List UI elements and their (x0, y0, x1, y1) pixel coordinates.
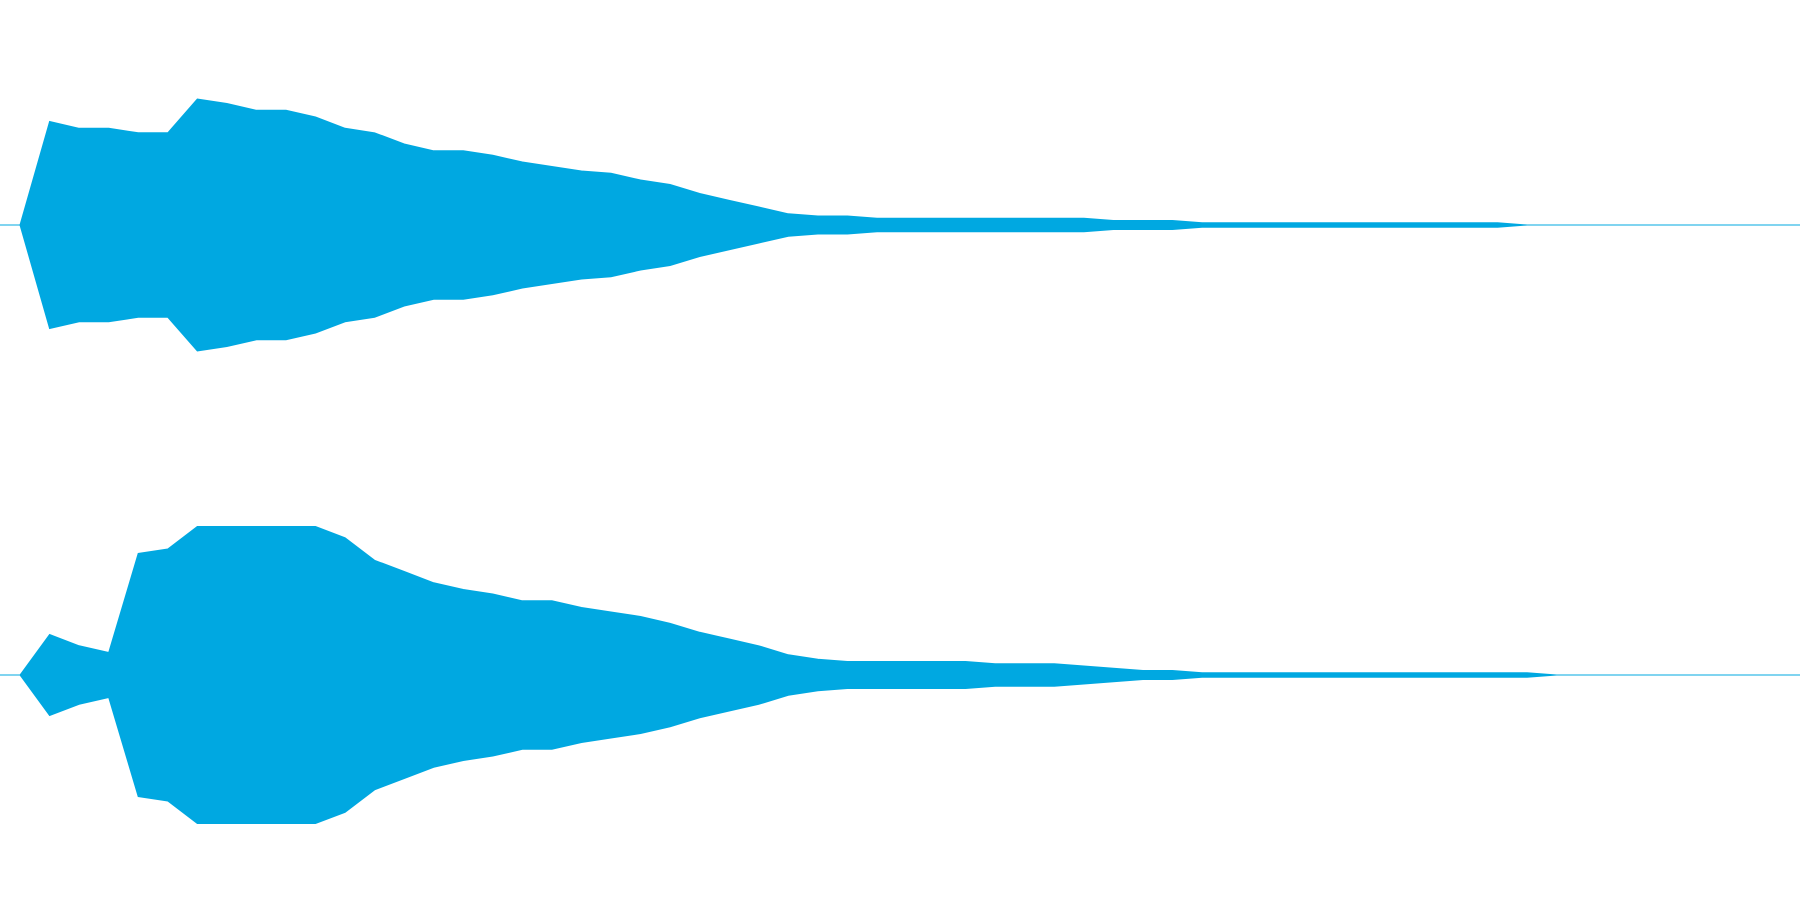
waveform-view (0, 98, 1800, 824)
page: (() => { const data = JSON.parse(documen… (0, 98, 1800, 824)
